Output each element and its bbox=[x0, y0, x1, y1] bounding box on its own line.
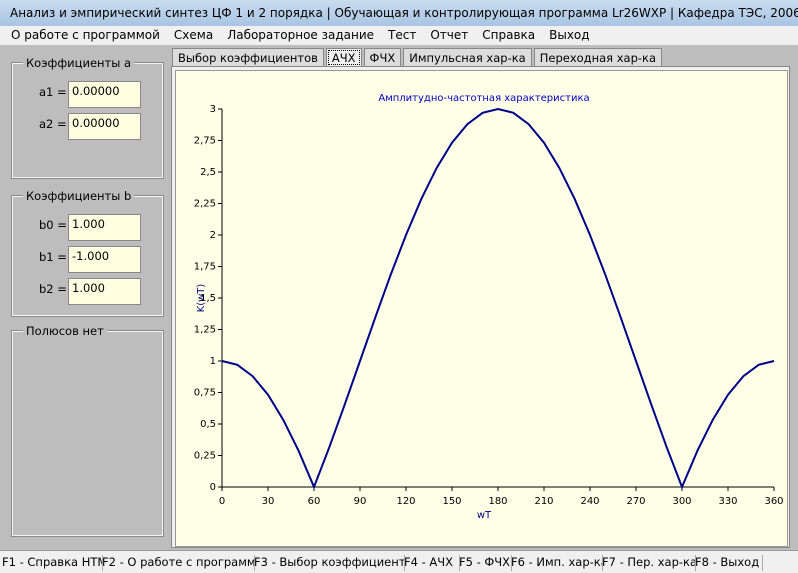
status-item: F4 - АЧХ bbox=[402, 555, 460, 571]
y-tick-label: 1,75 bbox=[194, 262, 216, 273]
x-tick-label: 180 bbox=[488, 496, 507, 507]
group-title: Коэффициенты a bbox=[23, 56, 135, 70]
menu-item[interactable]: Выход bbox=[549, 28, 590, 42]
field-input[interactable]: 1.000 bbox=[68, 278, 141, 305]
group-title: Полюсов нет bbox=[23, 324, 107, 338]
menu-bar: О работе с программой Схема Лабораторное з… bbox=[0, 26, 798, 45]
tab[interactable]: Импульсная хар-ка bbox=[403, 48, 532, 67]
tab[interactable]: ФЧХ bbox=[363, 48, 402, 67]
y-tick-label: 1,25 bbox=[194, 325, 216, 336]
status-bar: F1 - Справка HTML F2 - О работе с програм… bbox=[0, 550, 798, 573]
tab[interactable]: Переходная хар-ка bbox=[533, 48, 663, 67]
y-tick-label: 0,25 bbox=[194, 451, 216, 462]
x-tick-label: 270 bbox=[626, 496, 645, 507]
tab[interactable]: Выбор коэффициентов bbox=[172, 48, 324, 67]
field-label: b0 = bbox=[39, 218, 67, 232]
tab-panel: Амплитудно-частотная характеристика wT K… bbox=[171, 66, 790, 548]
field-input[interactable]: 0.00000 bbox=[68, 81, 141, 108]
line bbox=[221, 107, 775, 490]
chart-title: Амплитудно-частотная характеристика bbox=[378, 93, 589, 104]
field-label: a1 = bbox=[39, 85, 67, 99]
status-item: F8 - Выход bbox=[693, 555, 763, 571]
x-tick-label: 90 bbox=[354, 496, 367, 507]
group-a: Коэффициенты a a1 = 0.00000 a2 = 0.00000 bbox=[11, 56, 164, 179]
y-tick-label: 0,75 bbox=[194, 388, 216, 399]
y-tick-label: 2,5 bbox=[200, 167, 216, 178]
group-b: Коэффициенты b b0 = 1.000 b1 = -1.000 b2 = 1.0… bbox=[11, 189, 164, 317]
chart: Амплитудно-частотная характеристика wT K… bbox=[175, 70, 788, 547]
tab[interactable]: АЧХ bbox=[325, 48, 362, 67]
y-tick-label: 1 bbox=[210, 356, 216, 367]
field-input[interactable]: 0.00000 bbox=[68, 113, 141, 140]
menu-item[interactable]: О работе с программой bbox=[11, 28, 160, 42]
x-tick-label: 0 bbox=[219, 496, 225, 507]
x-tick-label: 120 bbox=[396, 496, 415, 507]
status-item: F2 - О работе с программой bbox=[102, 555, 255, 571]
field-input[interactable]: 1.000 bbox=[68, 214, 141, 241]
tabs: Выбор коэффициентов АЧХ ФЧХ Импульсная хар-… bbox=[172, 48, 664, 67]
field-label: b1 = bbox=[39, 250, 67, 264]
group-title: Коэффициенты b bbox=[23, 189, 135, 203]
x-tick-label: 150 bbox=[442, 496, 461, 507]
status-item: F3 - Выбор коэффициентов bbox=[254, 555, 405, 571]
group-poles: Полюсов нет bbox=[11, 324, 164, 537]
status-item: F1 - Справка HTML bbox=[2, 555, 103, 571]
status-item: F7 - Пер. хар-ка bbox=[602, 555, 696, 571]
x-axis-label: wT bbox=[477, 510, 492, 521]
y-tick-label: 3 bbox=[210, 104, 216, 115]
y-tick-label: 2,25 bbox=[194, 199, 216, 210]
x-tick-label: 60 bbox=[308, 496, 321, 507]
y-tick-label: 0 bbox=[210, 482, 216, 493]
field-input[interactable]: -1.000 bbox=[68, 246, 141, 273]
x-tick-label: 210 bbox=[534, 496, 553, 507]
menu-item[interactable]: Схема bbox=[173, 28, 214, 42]
x-tick-label: 30 bbox=[262, 496, 275, 507]
field-label: b2 = bbox=[39, 282, 67, 296]
y-tick-label: 1,5 bbox=[200, 293, 216, 304]
x-tick-label: 360 bbox=[764, 496, 783, 507]
menu-item[interactable]: Отчет bbox=[430, 28, 469, 42]
y-tick-label: 2,75 bbox=[194, 136, 216, 147]
menu-item[interactable]: Справка bbox=[482, 28, 536, 42]
y-tick-label: 0,5 bbox=[200, 419, 216, 430]
x-tick-label: 330 bbox=[718, 496, 737, 507]
status-item: F5 - ФЧХ bbox=[459, 555, 512, 571]
title-bar: Анализ и эмпирический синтез ЦФ 1 и 2 по… bbox=[0, 0, 798, 26]
y-axis-label: K(wT) bbox=[196, 284, 207, 313]
x-tick-label: 300 bbox=[672, 496, 691, 507]
status-item: F6 - Имп. хар-ка bbox=[511, 555, 603, 571]
x-tick-label: 240 bbox=[580, 496, 599, 507]
y-tick-label: 2 bbox=[210, 230, 216, 241]
menu-item[interactable]: Тест bbox=[388, 28, 417, 42]
menu-item[interactable]: Лабораторное задание bbox=[227, 28, 375, 42]
field-label: a2 = bbox=[39, 117, 67, 131]
